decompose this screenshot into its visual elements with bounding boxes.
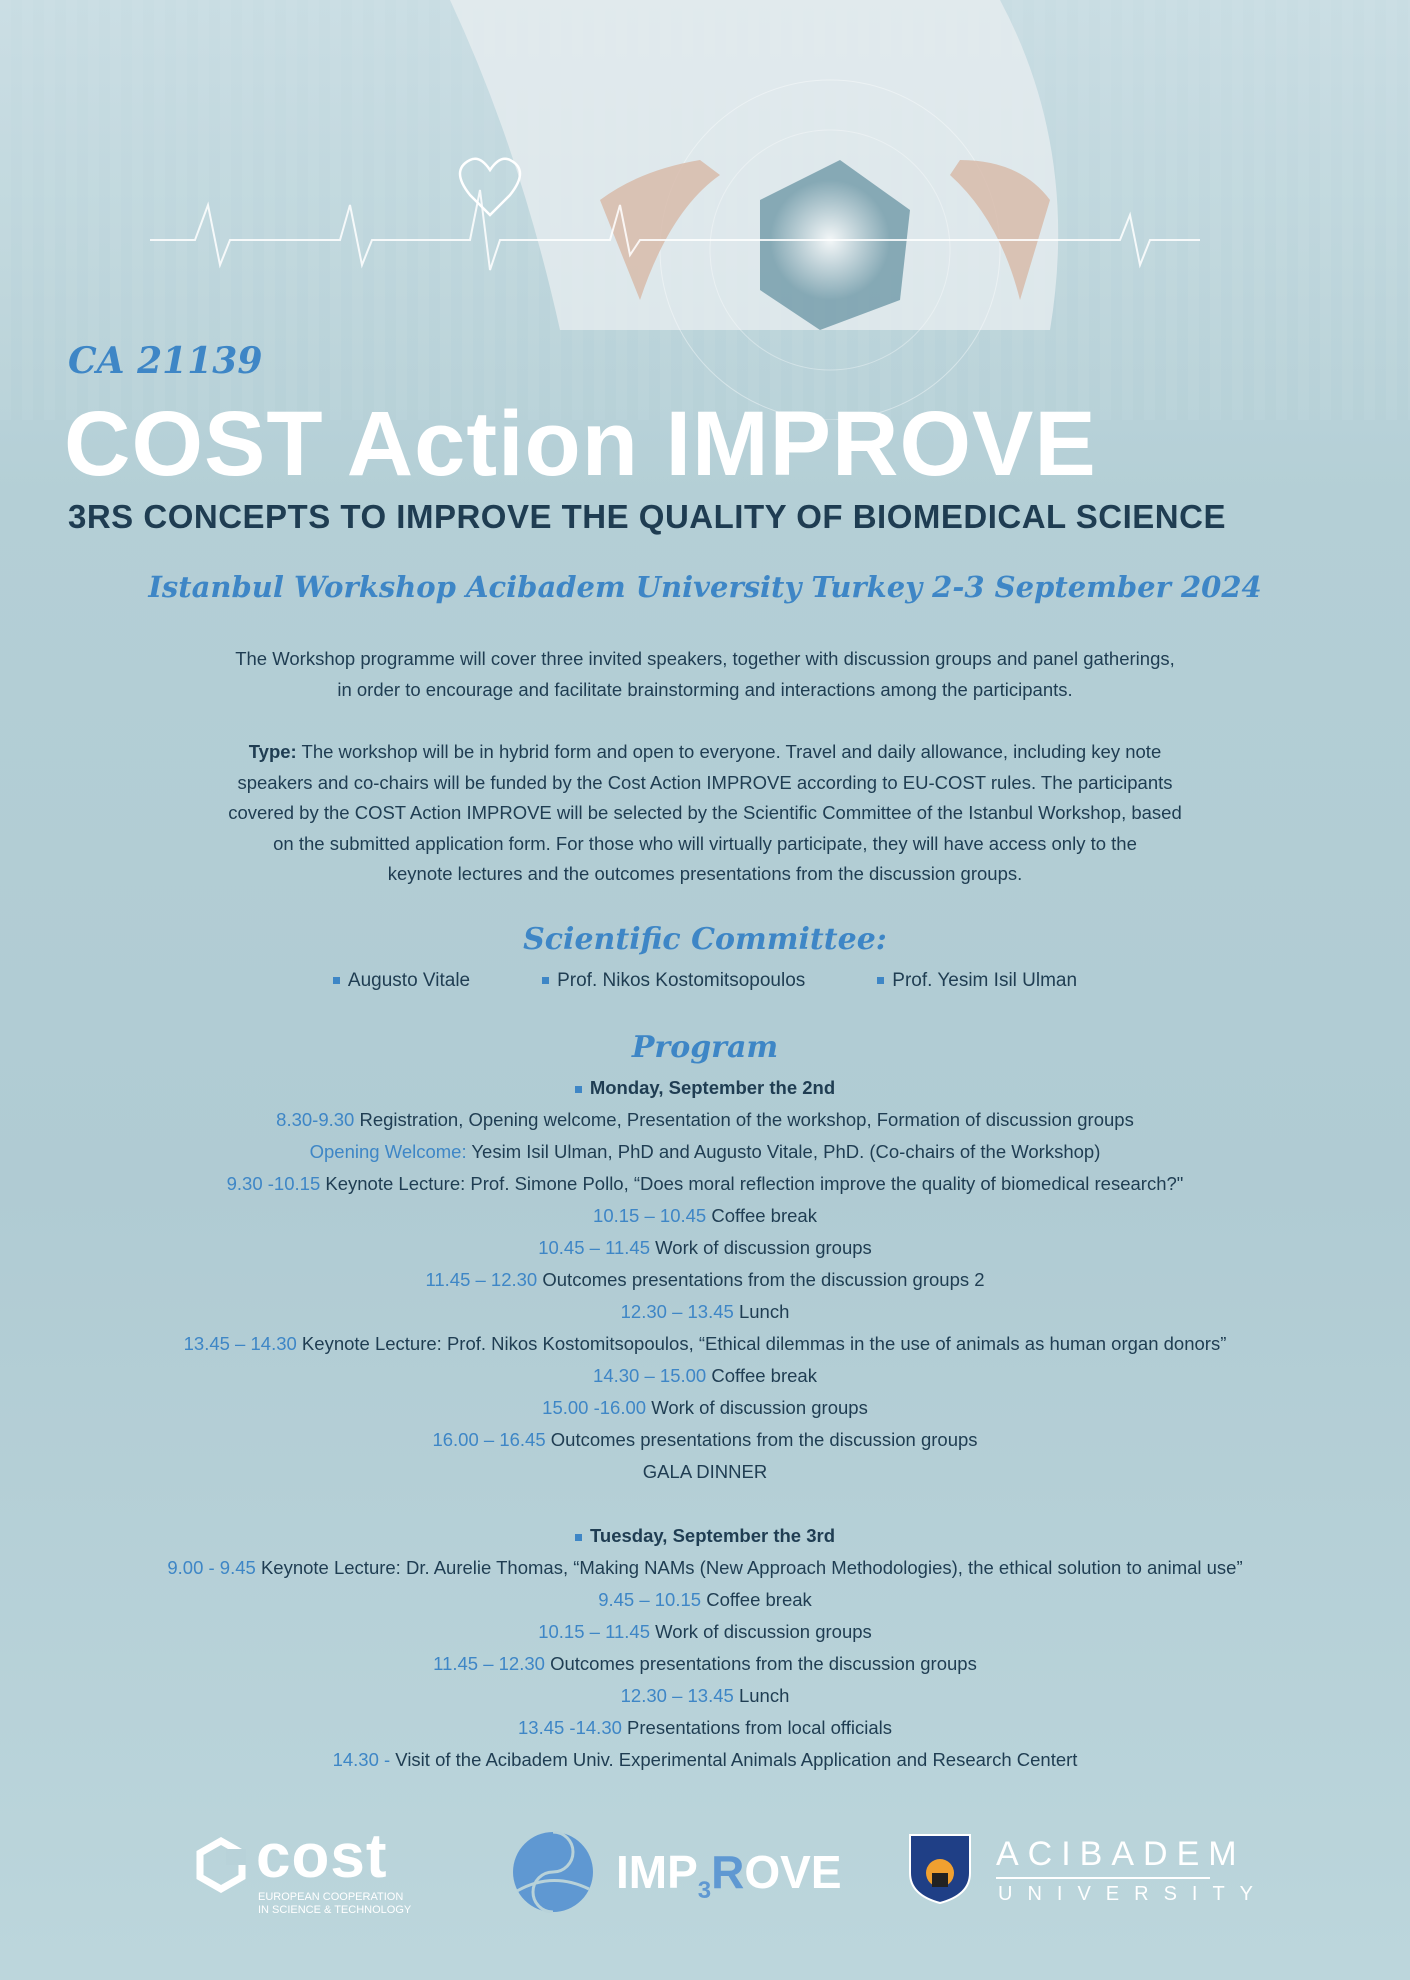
schedule-text: Outcomes presentations from the discussi… — [544, 1653, 977, 1674]
schedule-text: Lunch — [733, 1301, 790, 1322]
schedule-item: 15.00 -16.00 Work of discussion groups — [0, 1392, 1410, 1424]
schedule-text: Outcomes presentations from the discussi… — [545, 1429, 978, 1450]
schedule-text: GALA DINNER — [642, 1461, 768, 1482]
type-label: Type: — [248, 741, 297, 762]
schedule-item: Opening Welcome: Yesim Isil Ulman, PhD a… — [0, 1136, 1410, 1168]
schedule-item: 10.45 – 11.45 Work of discussion groups — [0, 1232, 1410, 1264]
schedule-text: Coffee break — [706, 1205, 817, 1226]
cost-hexagon-icon — [196, 1837, 246, 1893]
schedule-time: 11.45 – 12.30 — [433, 1653, 545, 1674]
schedule-text: Presentations from local officials — [621, 1717, 892, 1738]
type-line: keynote lectures and the outcomes presen… — [387, 863, 1023, 884]
type-line: on the submitted application form. For t… — [273, 832, 1137, 854]
type-line: The workshop will be in hybrid form and … — [296, 741, 1162, 762]
schedule-item: 9.45 – 10.15 Coffee break — [0, 1584, 1410, 1616]
bullet-icon — [574, 1085, 582, 1093]
schedule-text: Work of discussion groups — [650, 1621, 872, 1642]
schedule-time: 12.30 – 13.45 — [620, 1685, 734, 1706]
schedule-item: 11.45 – 12.30 Outcomes presentations fro… — [0, 1648, 1410, 1680]
intro-paragraph: The Workshop programme will cover three … — [0, 644, 1410, 705]
committee-heading: Scientific Committee: — [523, 922, 887, 957]
schedule-time: 14.30 – 15.00 — [593, 1365, 707, 1386]
schedule-time: 15.00 -16.00 — [542, 1397, 647, 1418]
logos: cost EUROPEAN COOPERATION IN SCIENCE & TE… — [0, 1822, 1410, 1925]
schedule-item: 10.15 – 10.45 Coffee break — [0, 1200, 1410, 1232]
intro-line: in order to encourage and facilitate bra… — [337, 678, 1073, 700]
schedule-item: GALA DINNER — [0, 1456, 1410, 1488]
schedule-item: 9.30 -10.15 Keynote Lecture: Prof. Simon… — [0, 1168, 1410, 1200]
schedule-time: 13.45 -14.30 — [518, 1717, 622, 1738]
schedule-text: Keynote Lecture: Prof. Nikos Kostomitsop… — [296, 1333, 1227, 1354]
schedule-time: 14.30 - — [332, 1749, 391, 1770]
page-title: COST Action IMPROVE — [64, 393, 1097, 495]
day1-title: Monday, September the 2nd — [0, 1072, 1410, 1104]
day1-schedule: 8.30-9.30 Registration, Opening welcome,… — [0, 1104, 1410, 1488]
schedule-time: 11.45 – 12.30 — [425, 1269, 538, 1290]
committee-member: Prof. Nikos Kostomitsopoulos — [542, 970, 805, 992]
committee-list: Augusto Vitale Prof. Nikos Kostomitsopou… — [0, 970, 1410, 992]
day2-title: Tuesday, September the 3rd — [0, 1520, 1410, 1552]
schedule-text: Keynote Lecture: Prof. Simone Pollo, “Do… — [320, 1173, 1184, 1194]
committee-member: Prof. Yesim Isil Ulman — [877, 970, 1077, 992]
schedule-text: Outcomes presentations from the discussi… — [537, 1269, 985, 1290]
improve-logo: IMP3ROVE — [512, 1830, 842, 1918]
schedule-item: 11.45 – 12.30 Outcomes presentations fro… — [0, 1264, 1410, 1296]
schedule-time: 9.30 -10.15 — [226, 1173, 321, 1194]
action-code: CA 21139 — [68, 340, 263, 382]
schedule-text: Visit of the Acibadem Univ. Experimental… — [390, 1749, 1078, 1770]
schedule-item: 12.30 – 13.45 Lunch — [0, 1296, 1410, 1328]
schedule-time: Opening Welcome: — [309, 1141, 467, 1162]
day2-schedule: 9.00 - 9.45 Keynote Lecture: Dr. Aurelie… — [0, 1552, 1410, 1776]
subtitle: 3RS CONCEPTS TO IMPROVE THE QUALITY OF B… — [68, 498, 1226, 535]
schedule-item: 13.45 – 14.30 Keynote Lecture: Prof. Nik… — [0, 1328, 1410, 1360]
schedule-time: 12.30 – 13.45 — [620, 1301, 734, 1322]
type-line: covered by the COST Action IMPROVE will … — [228, 802, 1182, 823]
schedule-item: 13.45 -14.30 Presentations from local of… — [0, 1712, 1410, 1744]
acibadem-crest-icon — [909, 1834, 971, 1905]
schedule-item: 14.30 - Visit of the Acibadem Univ. Expe… — [0, 1744, 1410, 1776]
schedule-text: Work of discussion groups — [650, 1237, 872, 1258]
schedule-text: Coffee break — [701, 1589, 812, 1610]
schedule-time: 8.30-9.30 — [276, 1109, 355, 1130]
bullet-icon — [332, 977, 340, 985]
committee-member: Augusto Vitale — [332, 970, 470, 992]
schedule-text: Yesim Isil Ulman, PhD and Augusto Vitale… — [466, 1141, 1101, 1162]
schedule-time: 10.15 – 10.45 — [593, 1205, 707, 1226]
program-heading: Program — [631, 1030, 779, 1065]
bullet-icon — [542, 977, 550, 985]
schedule-time: 16.00 – 16.45 — [432, 1429, 546, 1450]
schedule-time: 10.15 – 11.45 — [538, 1621, 651, 1642]
schedule-text: Registration, Opening welcome, Presentat… — [354, 1109, 1134, 1130]
type-paragraph: Type: The workshop will be in hybrid for… — [0, 737, 1410, 890]
schedule-item: 14.30 – 15.00 Coffee break — [0, 1360, 1410, 1392]
improve-triskelion-icon — [513, 1830, 593, 1914]
schedule-item: 8.30-9.30 Registration, Opening welcome,… — [0, 1104, 1410, 1136]
schedule-item: 10.15 – 11.45 Work of discussion groups — [0, 1616, 1410, 1648]
schedule-item: 12.30 – 13.45 Lunch — [0, 1680, 1410, 1712]
schedule-time: 9.45 – 10.15 — [598, 1589, 702, 1610]
event-title: Istanbul Workshop Acibadem University Tu… — [148, 570, 1262, 604]
schedule-time: 9.00 - 9.45 — [167, 1557, 256, 1578]
schedule-text: Work of discussion groups — [646, 1397, 868, 1418]
intro-line: The Workshop programme will cover three … — [235, 648, 1175, 669]
hero-image — [0, 0, 1410, 420]
schedule-item: 9.00 - 9.45 Keynote Lecture: Dr. Aurelie… — [0, 1552, 1410, 1584]
schedule-text: Keynote Lecture: Dr. Aurelie Thomas, “Ma… — [255, 1557, 1243, 1578]
bullet-icon — [877, 977, 885, 985]
acibadem-logo: ACIBADEM UNIVERSITY — [908, 1829, 1253, 1910]
schedule-text: Coffee break — [706, 1365, 817, 1386]
schedule-text: Lunch — [733, 1685, 790, 1706]
schedule-time: 10.45 – 11.45 — [538, 1237, 651, 1258]
bullet-icon — [574, 1533, 582, 1541]
schedule-item: 16.00 – 16.45 Outcomes presentations fro… — [0, 1424, 1410, 1456]
schedule-time: 13.45 – 14.30 — [183, 1333, 297, 1354]
type-line: speakers and co-chairs will be funded by… — [237, 771, 1173, 793]
